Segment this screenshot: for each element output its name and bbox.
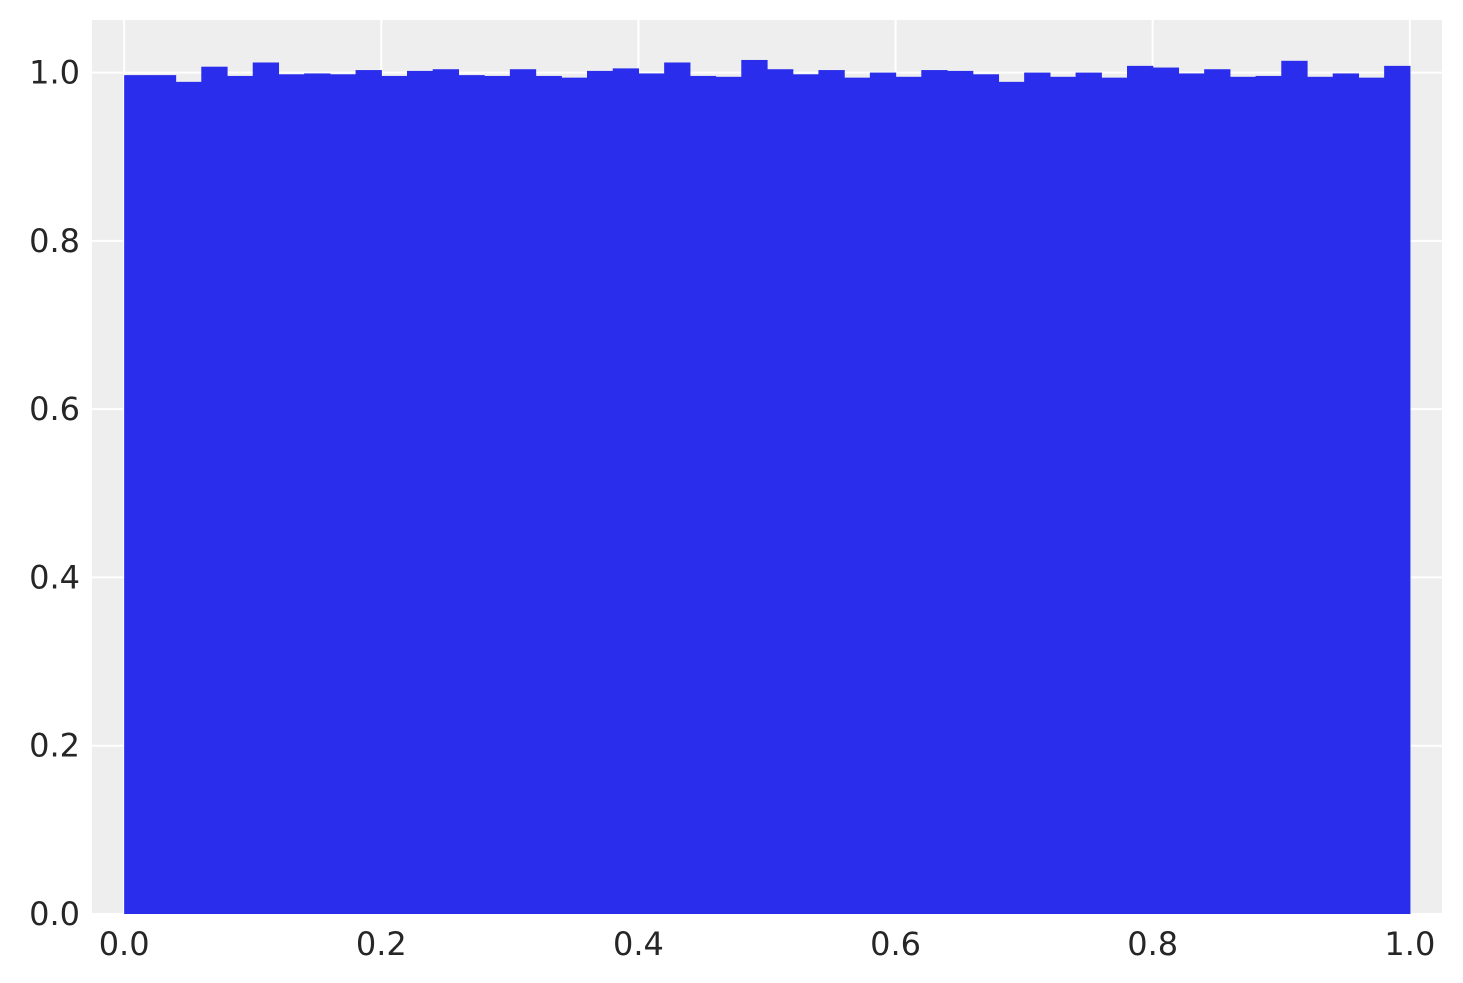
histogram-bar: [149, 75, 177, 914]
histogram-bar: [381, 75, 408, 915]
histogram-bar: [1307, 76, 1334, 915]
histogram-bar: [1075, 72, 1102, 914]
histogram-bar: [947, 70, 974, 915]
histogram-bar: [715, 76, 742, 915]
histogram-bar: [407, 70, 434, 915]
y-tick-label: 0.2: [29, 727, 80, 765]
histogram-bar: [1178, 73, 1205, 915]
x-tick-label: 0.2: [356, 925, 407, 963]
histogram-bar: [329, 74, 357, 914]
histogram-bar: [844, 77, 871, 914]
histogram-bar: [998, 81, 1025, 915]
histogram-bar: [355, 70, 382, 914]
x-tick-label: 0.8: [1127, 925, 1178, 963]
histogram-bar: [175, 81, 202, 915]
histogram-bar: [561, 77, 588, 914]
histogram-bar: [869, 72, 897, 914]
histogram-bar: [1281, 60, 1308, 914]
histogram-bar: [1358, 77, 1385, 914]
histogram-bar: [227, 75, 254, 915]
histogram-bar: [664, 62, 691, 915]
histogram-bar: [1332, 73, 1360, 915]
y-axis-tick-labels: 0.0 0.2 0.4 0.6 0.8 1.0: [29, 54, 80, 933]
histogram-bar: [818, 70, 845, 914]
x-tick-label: 0.0: [99, 925, 150, 963]
histogram-bar: [1229, 76, 1257, 915]
histogram-bar: [252, 62, 280, 915]
histogram-bar: [484, 75, 511, 915]
histogram-bar: [458, 75, 485, 914]
y-tick-label: 0.8: [29, 222, 80, 260]
histogram-bar: [304, 73, 331, 915]
x-tick-label: 0.6: [870, 925, 921, 963]
histogram-bar: [1152, 67, 1180, 914]
histogram-bar: [1127, 65, 1154, 915]
histogram-bar: [792, 74, 820, 914]
histogram-bar: [124, 75, 151, 914]
y-tick-label: 0.6: [29, 390, 80, 428]
histogram-bar: [767, 69, 794, 914]
histogram-bar: [972, 74, 1000, 914]
histogram-bar: [1384, 65, 1411, 915]
x-tick-label: 1.0: [1384, 925, 1435, 963]
y-tick-label: 0.0: [29, 895, 80, 933]
y-tick-label: 0.4: [29, 558, 80, 596]
histogram-bar: [1204, 69, 1231, 914]
y-tick-label: 1.0: [29, 54, 80, 92]
histogram-bar: [1024, 72, 1051, 914]
histogram-bar: [278, 74, 305, 914]
histogram-bar: [921, 70, 948, 914]
histogram-bar: [587, 70, 614, 915]
histogram-bar: [638, 73, 665, 915]
histogram-bar: [509, 69, 537, 914]
histogram-bar: [895, 76, 922, 915]
histogram-bar: [1049, 76, 1077, 915]
histogram-bar: [612, 68, 640, 915]
histogram-bar: [432, 69, 460, 914]
histogram-bar: [201, 66, 228, 914]
histogram-bar: [689, 75, 717, 915]
histogram-bar: [1101, 77, 1128, 914]
x-tick-label: 0.4: [613, 925, 664, 963]
histogram-bars: [124, 59, 1411, 915]
histogram-bar: [741, 59, 768, 915]
x-axis-tick-labels: 0.0 0.2 0.4 0.6 0.8 1.0: [99, 925, 1436, 963]
histogram-bar: [535, 75, 562, 915]
histogram-bar: [1255, 75, 1282, 915]
